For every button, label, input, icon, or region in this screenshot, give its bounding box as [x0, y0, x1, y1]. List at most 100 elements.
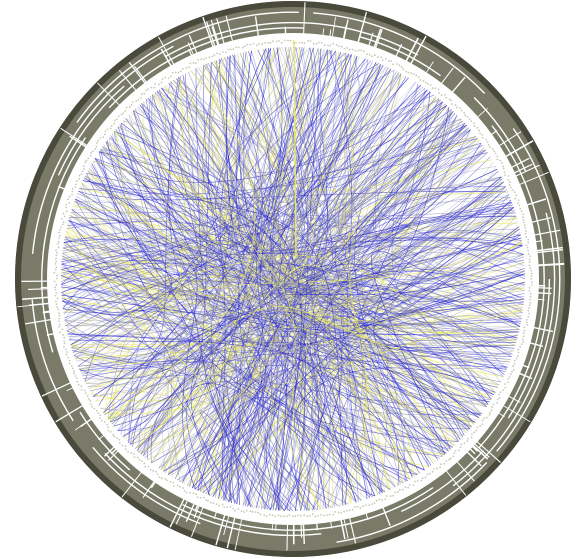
leaf-node [530, 269, 533, 272]
edge [104, 313, 221, 470]
level-separator [79, 411, 131, 471]
leaf-node [320, 41, 323, 44]
edge [309, 270, 525, 430]
edge [160, 289, 520, 471]
leaf-node [172, 481, 174, 484]
edge [81, 182, 376, 497]
leaf-node [150, 86, 153, 89]
leaf-node [479, 132, 481, 135]
edge [70, 315, 523, 379]
leaf-node [315, 42, 318, 45]
edge [75, 198, 472, 428]
leaf-node [522, 219, 525, 221]
leaf-node [326, 514, 329, 517]
edge [167, 53, 347, 475]
group-boundary [57, 185, 66, 190]
edge [255, 314, 441, 509]
edge [62, 255, 482, 416]
group-boundary [343, 518, 349, 539]
leaf-node [208, 56, 211, 59]
leaf-node [54, 288, 57, 291]
leaf-node [421, 477, 424, 479]
leaf-node [237, 508, 240, 511]
edge [70, 284, 526, 383]
group-boundary [342, 25, 348, 40]
edge [278, 101, 443, 511]
leaf-node [523, 329, 526, 332]
edge [218, 194, 510, 499]
leaf-node [84, 161, 87, 164]
leaf-node [439, 466, 442, 469]
leaf-node [351, 48, 354, 51]
leaf-node [530, 278, 533, 280]
leaf-node [404, 486, 407, 489]
edge [69, 215, 516, 346]
edge [91, 46, 289, 395]
leaf-node [529, 255, 532, 258]
leaf-node [58, 326, 60, 328]
edge [222, 48, 347, 175]
leaf-node [56, 306, 58, 308]
leaf-node [466, 115, 469, 118]
leaf-node [387, 60, 390, 62]
leaf-node [109, 127, 112, 130]
leaf-node [489, 146, 491, 148]
edge [165, 51, 346, 473]
group-boundary [382, 506, 391, 527]
leaf-node [160, 81, 163, 84]
leaf-node [415, 74, 418, 77]
leaf-node [417, 76, 420, 79]
edge [83, 270, 525, 380]
group-boundary [533, 229, 561, 236]
edge [163, 371, 269, 479]
leaf-node [66, 351, 69, 353]
group-boundary [315, 522, 319, 531]
leaf-node [286, 515, 288, 518]
leaf-node [261, 43, 264, 45]
leaf-node [507, 175, 510, 177]
leaf-node [195, 493, 198, 496]
leaf-node [529, 295, 532, 298]
group-boundary [188, 48, 193, 57]
leaf-node [155, 470, 158, 473]
leaf-node [65, 206, 67, 209]
leaf-node [508, 184, 511, 186]
edge [69, 217, 271, 511]
leaf-node [221, 51, 224, 53]
leaf-node [149, 468, 152, 471]
edge [134, 326, 379, 496]
edge [61, 267, 172, 406]
level-separator [182, 486, 434, 531]
leaf-node [524, 227, 527, 229]
leaf-node [80, 173, 83, 175]
leaf-node [499, 391, 502, 394]
leaf-node [144, 465, 147, 468]
edge [195, 50, 252, 320]
leaf-node [468, 118, 471, 120]
edge [100, 148, 525, 322]
edge [371, 370, 455, 483]
edge [103, 47, 314, 413]
leaf-node [76, 380, 79, 383]
leaf-node [226, 506, 229, 509]
leaf-node [437, 88, 440, 91]
leaf-node [454, 104, 457, 106]
leaf-node [130, 451, 133, 454]
leaf-node [488, 413, 491, 416]
leaf-node [498, 397, 501, 399]
leaf-node [274, 515, 277, 518]
leaf-node [340, 512, 343, 514]
leaf-node [522, 216, 524, 219]
edge [65, 152, 488, 327]
leaf-node [481, 419, 484, 422]
edge [174, 272, 252, 508]
edge [86, 173, 373, 498]
group-boundary [498, 131, 522, 147]
edge [135, 108, 248, 505]
leaf-node [121, 444, 124, 447]
edge [113, 47, 321, 280]
leaf-node [133, 456, 136, 459]
leaf-node [337, 511, 340, 514]
leaf-node [299, 514, 302, 517]
leaf-node [528, 264, 531, 267]
